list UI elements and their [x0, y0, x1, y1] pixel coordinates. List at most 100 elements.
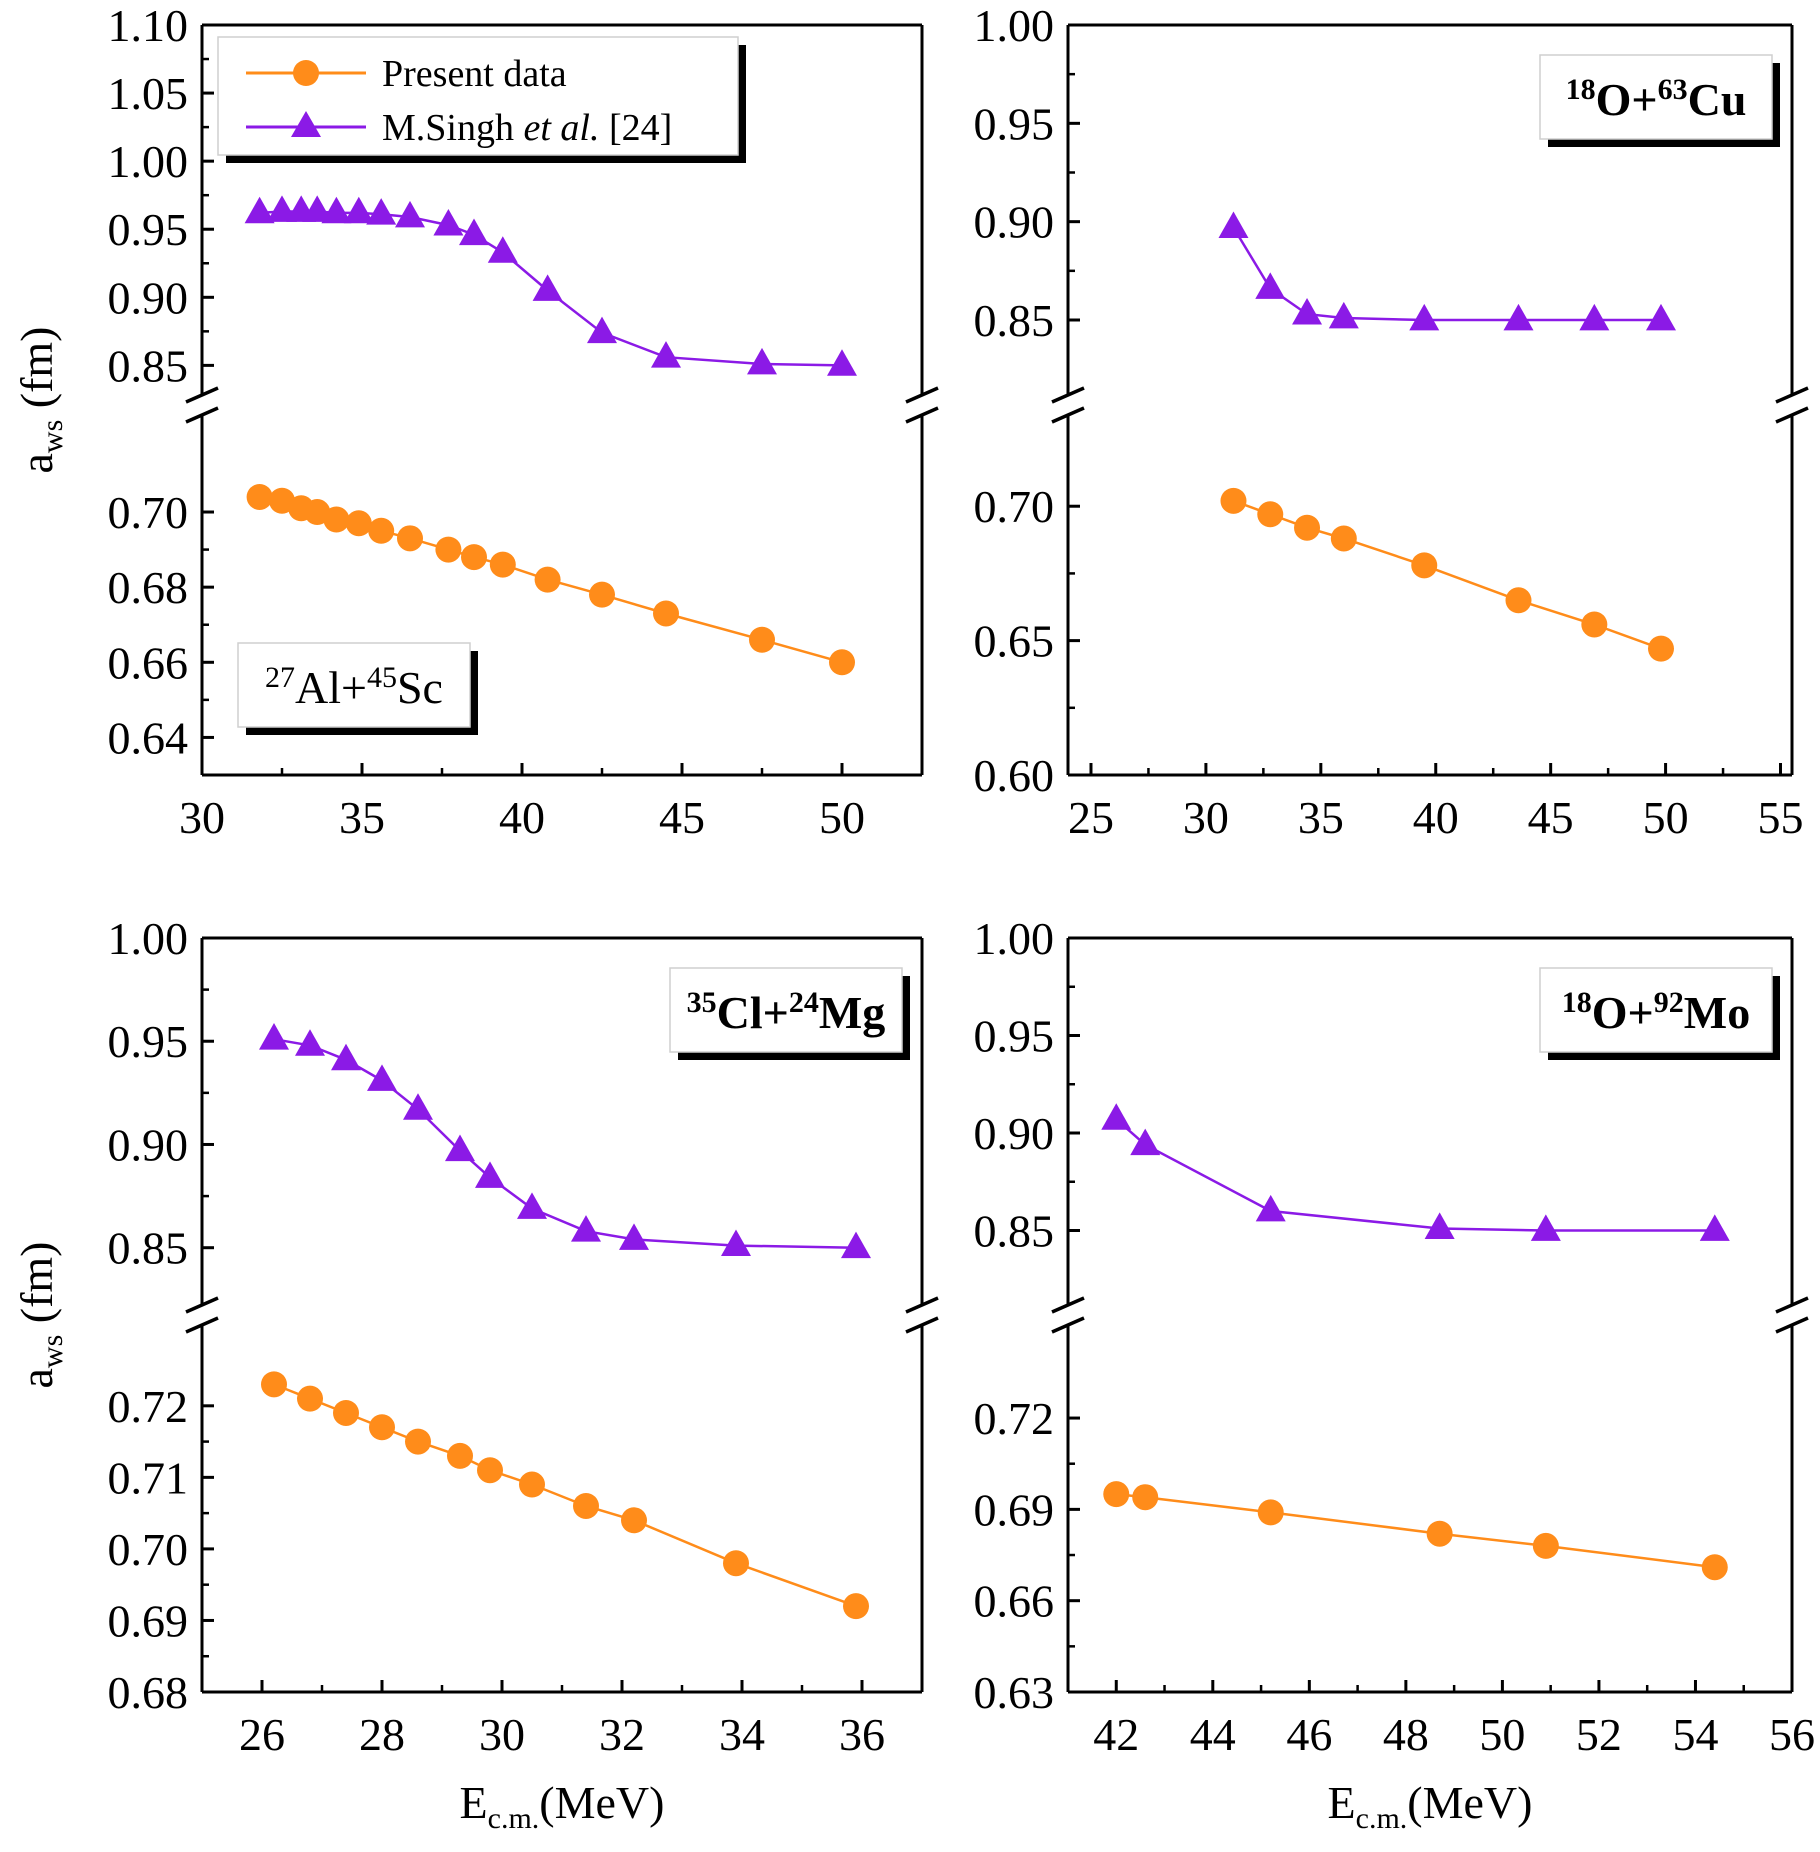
data-point — [405, 1428, 431, 1455]
y-tick-label: 0.85 — [974, 295, 1055, 346]
mass-number: 45 — [367, 661, 397, 694]
element: Cu — [1688, 74, 1747, 125]
series-line — [273, 1383, 857, 1608]
y-tick-label: 0.69 — [974, 1484, 1055, 1535]
data-point — [571, 1215, 601, 1242]
x-label-base: E — [460, 1777, 488, 1828]
axis-break-mark — [1051, 1296, 1085, 1314]
data-point — [1255, 272, 1286, 299]
data-point — [1328, 301, 1359, 329]
axis-break-mark — [1051, 1316, 1085, 1334]
y-label-sub: ws — [36, 1335, 69, 1368]
data-point — [244, 196, 275, 224]
axis-break-mark — [185, 1316, 219, 1334]
data-point — [532, 274, 563, 301]
element: Sc — [397, 662, 443, 713]
x-axis-label: Ec.m.(MeV) — [460, 1777, 665, 1835]
x-tick-label: 30 — [179, 792, 225, 843]
axis-break-mark — [185, 406, 219, 424]
data-point — [517, 1192, 547, 1219]
series-singh — [1218, 211, 1676, 331]
element: Cl+ — [717, 987, 789, 1038]
y-tick-label: 0.85 — [108, 340, 189, 391]
y-tick-label: 0.90 — [108, 272, 189, 323]
data-point — [1101, 1103, 1132, 1130]
x-tick-label: 40 — [499, 792, 545, 843]
x-label-base: E — [1328, 1777, 1356, 1828]
element: Mo — [1684, 987, 1750, 1038]
data-point — [489, 551, 516, 578]
axis-break-mark — [905, 406, 939, 424]
data-point — [841, 1231, 871, 1259]
data-point — [587, 316, 617, 344]
y-tick-label: 0.60 — [974, 750, 1055, 801]
data-point — [653, 600, 679, 627]
x-tick-label: 30 — [479, 1709, 525, 1760]
data-point — [1257, 501, 1284, 528]
data-point — [323, 506, 350, 533]
label-box — [1539, 54, 1773, 140]
data-point — [367, 1064, 397, 1091]
data-point — [1218, 211, 1249, 238]
x-tick-label: 50 — [1479, 1709, 1525, 1760]
data-point — [321, 196, 352, 224]
data-point — [487, 236, 518, 263]
data-point — [747, 347, 777, 375]
x-tick-label: 48 — [1383, 1709, 1429, 1760]
data-point — [1103, 1481, 1130, 1508]
mass-number: 63 — [1658, 73, 1688, 106]
y-tick-label: 0.71 — [108, 1452, 189, 1503]
data-point — [246, 483, 273, 510]
y-tick-label: 0.72 — [974, 1393, 1055, 1444]
data-point — [343, 196, 374, 224]
data-point — [1424, 1212, 1455, 1239]
element: Mg — [819, 987, 885, 1038]
series-present — [261, 1371, 869, 1620]
y-axis-label: aws (fm) — [11, 326, 69, 473]
y-tick-label: 0.70 — [108, 487, 189, 538]
data-point — [297, 1385, 323, 1412]
data-point — [259, 1023, 289, 1050]
series-line — [1232, 226, 1661, 322]
data-point — [519, 1471, 545, 1498]
data-point — [1699, 1214, 1730, 1241]
series-present — [1220, 487, 1674, 662]
data-point — [459, 218, 489, 246]
data-point — [395, 200, 425, 228]
x-tick-label: 26 — [239, 1709, 285, 1760]
mass-number: 18 — [1566, 73, 1596, 106]
reaction-label: 18O+92Mo — [1562, 986, 1750, 1038]
series-line — [1116, 1492, 1715, 1569]
y-tick-label: 0.66 — [974, 1576, 1055, 1627]
data-point — [1426, 1520, 1453, 1547]
data-point — [397, 525, 423, 552]
y-tick-label: 0.90 — [108, 1119, 189, 1170]
series-line — [273, 1037, 857, 1249]
mass-number: 24 — [789, 986, 819, 1019]
data-point — [651, 341, 681, 368]
data-point — [368, 517, 395, 544]
legend-marker-present — [293, 60, 319, 86]
axis-break-mark — [185, 386, 219, 404]
y-tick-label: 0.70 — [974, 481, 1055, 532]
reaction-label: 27Al+45Sc — [265, 661, 443, 713]
x-label-sub: c.m. — [1356, 1802, 1408, 1835]
data-point — [302, 195, 333, 222]
element: Al+ — [295, 662, 367, 713]
series-singh — [1101, 1103, 1730, 1241]
legend-label-present: Present data — [382, 53, 567, 95]
legend-text-italic: et al. — [523, 107, 599, 149]
y-tick-label: 0.95 — [108, 204, 189, 255]
x-axis-label: Ec.m.(MeV) — [1328, 1777, 1533, 1835]
data-point — [261, 1371, 287, 1398]
axis-break-mark — [1051, 406, 1085, 424]
x-tick-label: 35 — [1298, 792, 1344, 843]
label-box — [237, 642, 471, 728]
y-tick-label: 0.90 — [974, 1108, 1055, 1159]
x-label-sub: c.m. — [488, 1802, 540, 1835]
reaction-label: 35Cl+24Mg — [687, 986, 886, 1038]
data-point — [829, 649, 855, 676]
data-point — [589, 581, 615, 608]
y-tick-label: 0.63 — [974, 1667, 1055, 1718]
